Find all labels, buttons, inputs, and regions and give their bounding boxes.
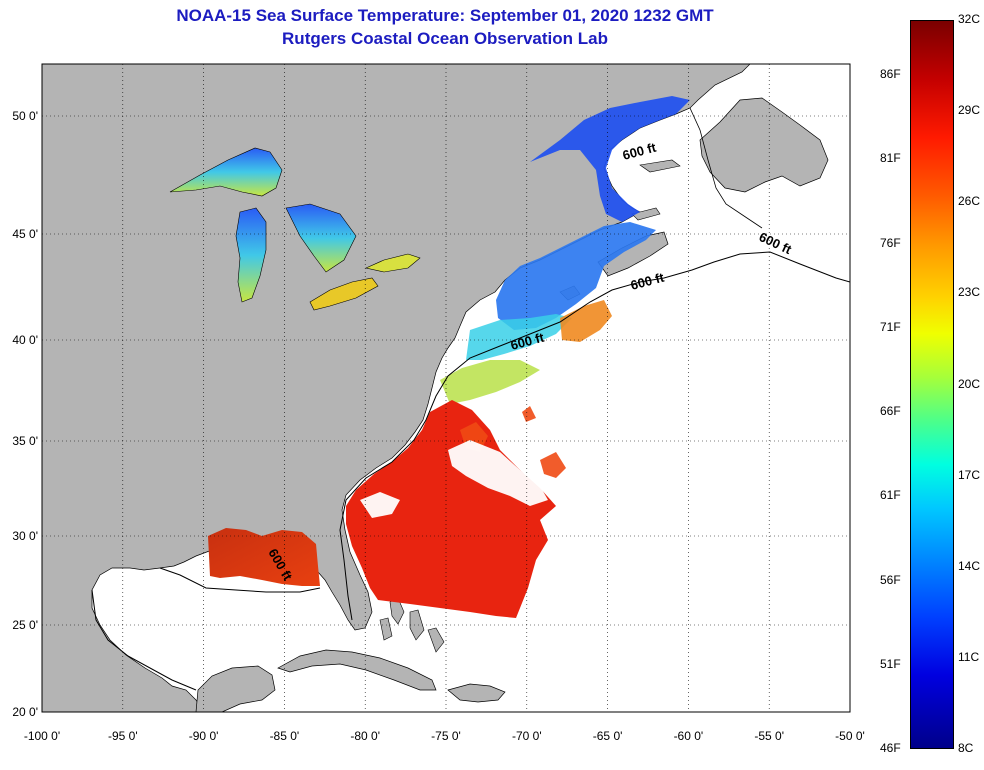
x-tick-label: -70 0'	[512, 729, 542, 743]
colorbar-fahrenheit-label: 46F	[880, 741, 901, 755]
y-tick-label: 35 0'	[12, 434, 38, 448]
sst-warm-southeast	[346, 400, 556, 618]
colorbar-fahrenheit-label: 71F	[880, 319, 901, 334]
colorbar-celsius-label: 20C	[958, 376, 981, 391]
temperature-colorbar	[910, 20, 954, 749]
isobath-shelf-north	[689, 107, 763, 229]
map-title: NOAA-15 Sea Surface Temperature: Septemb…	[40, 4, 850, 50]
x-tick-label: -85 0'	[270, 729, 300, 743]
colorbar-fahrenheit-label: 56F	[880, 572, 901, 587]
lake-huron	[285, 203, 357, 273]
sst-midatlantic	[440, 360, 540, 404]
x-tick-label: -90 0'	[189, 729, 219, 743]
colorbar-celsius-label: 29C	[958, 103, 981, 118]
land-pei	[631, 207, 661, 221]
x-tick-label: -75 0'	[431, 729, 461, 743]
sst-cold-st-lawrence	[530, 96, 690, 222]
y-tick-label: 20 0'	[12, 705, 38, 719]
y-axis-labels: 50 0' 45 0' 40 0' 35 0' 30 0' 25 0' 20 0'	[12, 109, 38, 719]
sst-orange-slope	[560, 300, 612, 342]
x-tick-label: -80 0'	[350, 729, 380, 743]
lake-superior	[169, 147, 283, 197]
land-hispaniola	[447, 683, 506, 703]
x-tick-label: -100 0'	[24, 729, 60, 743]
cloud-cover	[360, 440, 548, 518]
y-tick-label: 50 0'	[12, 109, 38, 123]
colorbar-fahrenheit-label: 76F	[880, 235, 901, 250]
sst-warm-patches	[460, 406, 566, 478]
land-anticosti	[639, 159, 681, 173]
lake-erie	[309, 277, 379, 311]
land-bahamas-3	[427, 627, 445, 653]
x-tick-label: -55 0'	[754, 729, 784, 743]
land-bahamas-4	[379, 617, 393, 641]
sst-cold-gulf-of-maine	[496, 222, 656, 330]
y-tick-label: 25 0'	[12, 618, 38, 632]
colorbar-celsius-label: 26C	[958, 194, 981, 209]
colorbar-fahrenheit-label: 81F	[880, 151, 901, 166]
colorbar-celsius-label: 11C	[958, 649, 980, 664]
y-tick-label: 45 0'	[12, 227, 38, 241]
x-tick-label: -65 0'	[593, 729, 623, 743]
sst-warm-gulf-of-mexico	[208, 528, 320, 586]
x-axis-labels: -100 0' -95 0' -90 0' -85 0' -80 0' -75 0' -70…	[24, 729, 865, 743]
x-tick-label: -50 0'	[835, 729, 865, 743]
title-line-1: NOAA-15 Sea Surface Temperature: Septemb…	[176, 6, 714, 25]
lake-michigan	[235, 207, 267, 303]
lake-ontario	[365, 253, 421, 273]
x-tick-label: -60 0'	[674, 729, 704, 743]
colorbar-celsius-label: 14C	[958, 558, 981, 573]
land-yucatan	[195, 665, 276, 712]
title-line-2: Rutgers Coastal Ocean Observation Lab	[282, 29, 608, 48]
colorbar-fahrenheit-label: 51F	[880, 656, 901, 671]
colorbar-celsius-label: 17C	[958, 467, 981, 482]
colorbar-fahrenheit-label: 61F	[880, 488, 901, 503]
colorbar-fahrenheit-label: 66F	[880, 404, 901, 418]
x-tick-label: -95 0'	[108, 729, 138, 743]
y-tick-label: 40 0'	[12, 333, 38, 347]
colorbar-celsius-label: 32C	[958, 12, 981, 26]
colorbar-fahrenheit-label: 86F	[880, 67, 901, 81]
colorbar-celsius-label: 8C	[958, 741, 974, 755]
graticule	[42, 64, 850, 712]
colorbar-celsius-label: 23C	[958, 285, 981, 300]
land-newfoundland	[699, 97, 829, 193]
y-tick-label: 30 0'	[12, 529, 38, 543]
land-cuba	[277, 649, 437, 691]
land-bahamas-2	[409, 609, 425, 641]
